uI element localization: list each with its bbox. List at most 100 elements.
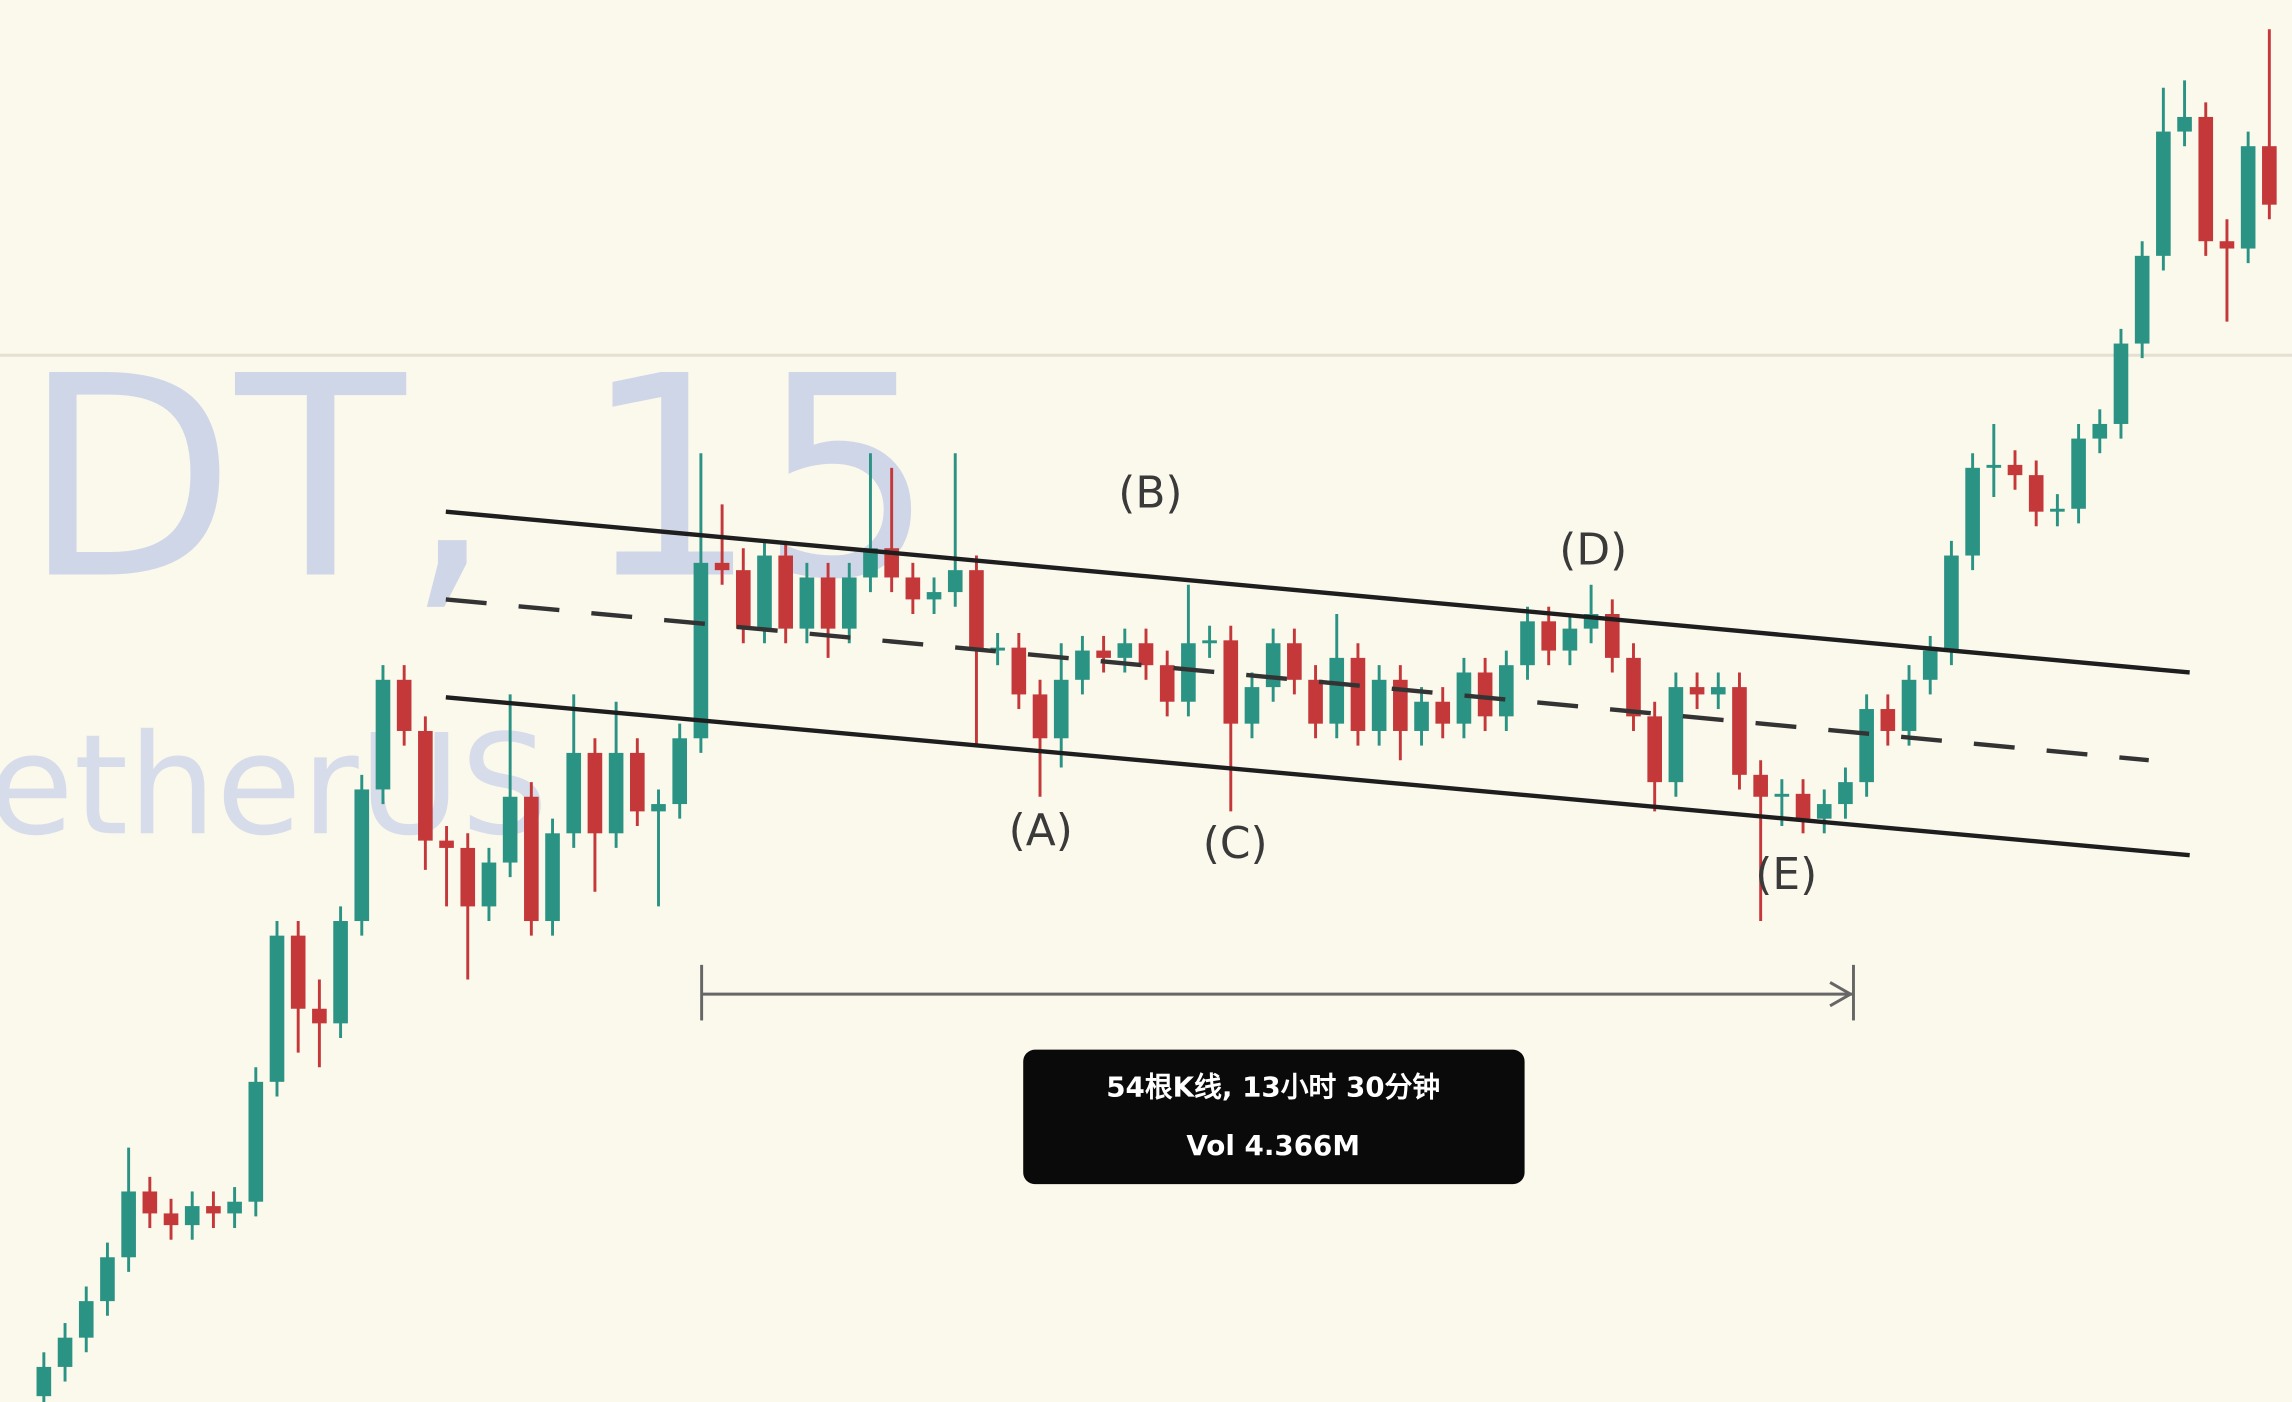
candle-body [630, 752, 645, 812]
candle-body [1499, 665, 1514, 717]
candle-body [2134, 255, 2150, 344]
candle-body [990, 647, 1005, 651]
candle-body [714, 562, 730, 571]
candle-body [587, 752, 603, 834]
candle-body [1859, 709, 1874, 783]
candle-body [1117, 643, 1133, 658]
candle-body [1329, 657, 1345, 724]
candle-body [524, 796, 539, 922]
candle-body [78, 1301, 94, 1338]
candle-body [651, 804, 666, 812]
watermark-name: etherUS [0, 704, 548, 866]
candle-body [269, 935, 285, 1082]
candle-body [1647, 716, 1662, 783]
candle-body [1371, 679, 1387, 731]
candle-body [757, 555, 772, 629]
wave-label: (C) [1203, 818, 1268, 869]
candle-body [1032, 694, 1048, 739]
candle-body [1520, 621, 1535, 666]
candle-body [1159, 665, 1175, 702]
candle-body [1244, 687, 1260, 724]
candle-body [926, 592, 942, 600]
candle-body [502, 796, 518, 863]
candle-body [693, 562, 709, 739]
channel-lower [445, 695, 2190, 858]
candle-body [608, 752, 624, 834]
candle-body [121, 1191, 136, 1258]
candle-body [1477, 672, 1493, 717]
candle-body [1838, 782, 1853, 805]
candle-body [1265, 643, 1281, 688]
candle-body [1774, 793, 1790, 797]
candle-body [1668, 687, 1684, 783]
candle-body [1626, 657, 1641, 717]
candle-body [312, 1008, 327, 1024]
candle-body [1350, 657, 1366, 731]
candle-body [354, 789, 370, 922]
candle-body [566, 752, 582, 834]
candle-body [2028, 475, 2044, 512]
candle-body [799, 577, 815, 629]
measure-tooltip [1023, 1049, 1525, 1185]
candle-body [969, 570, 984, 651]
candle-body [1075, 650, 1090, 680]
candle-body [418, 730, 433, 841]
measure-range: 54根K线, 13小时 30分钟 [1106, 1070, 1440, 1103]
candle-body [57, 1337, 73, 1367]
candle-body [1753, 774, 1768, 797]
measure-volume: Vol 4.366M [1186, 1129, 1360, 1162]
measure-arrow [1829, 981, 1854, 1008]
candle-body [1393, 679, 1408, 731]
candle-body [884, 548, 899, 578]
candle-body [248, 1081, 264, 1202]
candle-body [2219, 241, 2235, 249]
candle-body [1816, 804, 1832, 819]
candle-body [142, 1191, 158, 1214]
candle-body [290, 935, 306, 1009]
candle-body [1011, 647, 1027, 695]
candle-body [778, 555, 793, 629]
candle-body [947, 570, 963, 593]
candle-body [1287, 643, 1302, 680]
candle-body [1181, 643, 1196, 702]
candle-body [2113, 343, 2129, 424]
channel-mid [445, 597, 2149, 763]
wave-label: (D) [1559, 524, 1627, 575]
candle-body [2092, 423, 2108, 439]
candle-body [1732, 687, 1747, 775]
candle-body [1308, 679, 1323, 724]
candle-body [2007, 464, 2023, 476]
candle-body [2240, 146, 2256, 249]
wave-label: (B) [1118, 467, 1182, 518]
candle-body [1414, 701, 1429, 731]
candle-body [100, 1257, 115, 1302]
candle-body [2198, 116, 2214, 242]
candle-body [163, 1213, 179, 1226]
candle-body [2071, 438, 2086, 509]
candle-body [1456, 672, 1472, 724]
candle-body [36, 1366, 52, 1397]
candle-body [1965, 467, 1980, 556]
candle-body [375, 679, 391, 790]
candle-body [1922, 650, 1938, 680]
candle-body [545, 833, 560, 922]
measure-tool: 54根K线, 13小时 30分钟 Vol 4.366M [700, 964, 1855, 1185]
candle-body [206, 1206, 221, 1214]
candle-body [1604, 614, 1620, 658]
candles [36, 29, 2277, 1402]
candle-body [2262, 146, 2277, 205]
candle-body [820, 577, 836, 629]
wave-label: (E) [1755, 849, 1817, 900]
candle-body [841, 577, 857, 629]
candle-body [1053, 679, 1069, 739]
candle-body [1795, 793, 1811, 819]
candle-body [1944, 555, 1959, 651]
candle-body [2156, 131, 2171, 256]
candle-body [2177, 116, 2192, 132]
candle-body [1223, 640, 1239, 724]
wave-label: (A) [1009, 805, 1073, 856]
candle-body [1096, 650, 1111, 658]
candle-body [227, 1201, 242, 1214]
